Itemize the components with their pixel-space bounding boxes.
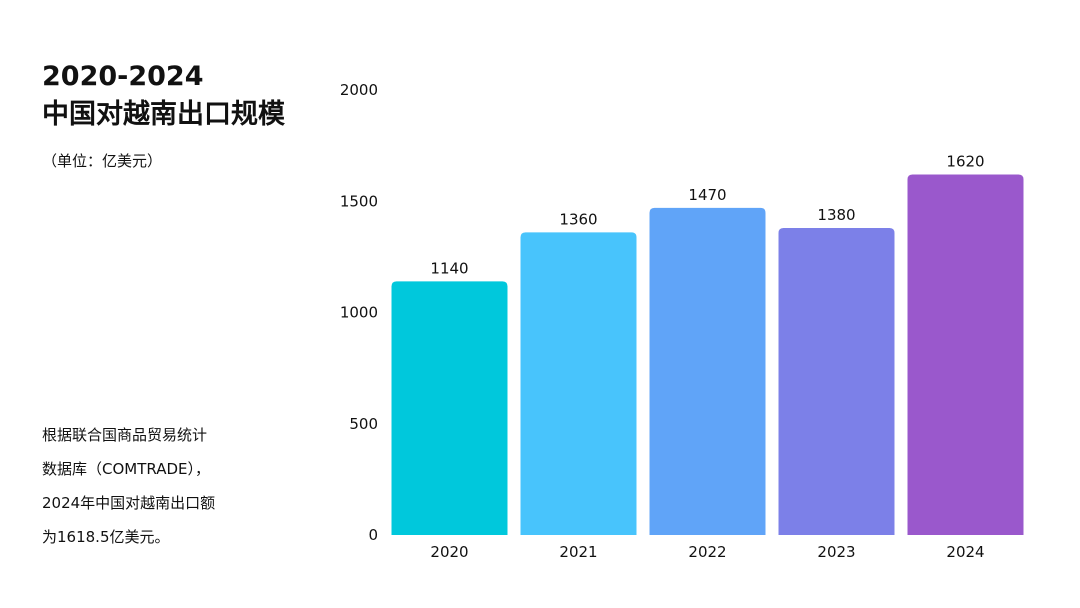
y-tick-label: 1000	[340, 304, 378, 322]
y-tick-label: 2000	[340, 81, 378, 99]
note-line-3: 2024年中国对越南出口额	[42, 494, 216, 512]
bar-2023	[778, 227, 895, 535]
x-tick-label: 2024	[946, 543, 984, 561]
unit-label: （单位：亿美元）	[42, 152, 163, 170]
y-tick-label: 0	[368, 526, 378, 544]
bar-2021	[520, 232, 637, 535]
data-label: 1620	[946, 153, 984, 171]
note-line-4: 为1618.5亿美元。	[42, 528, 170, 546]
note-line-2: 数据库（COMTRADE），	[42, 460, 210, 478]
title-line-subject: 中国对越南出口规模	[42, 99, 285, 130]
x-tick-label: 2023	[817, 543, 855, 561]
data-label: 1360	[559, 210, 597, 228]
bar-2022	[649, 207, 766, 536]
chart-title: 2020-2024 中国对越南出口规模	[42, 58, 285, 134]
x-tick-label: 2021	[559, 543, 597, 561]
bar-2024	[907, 174, 1024, 536]
y-tick-label: 1500	[340, 192, 378, 210]
x-tick-label: 2020	[430, 543, 468, 561]
data-label: 1140	[430, 259, 468, 277]
x-tick-label: 2022	[688, 543, 726, 561]
note-line-1: 根据联合国商品贸易统计	[42, 426, 208, 444]
title-line-years: 2020-2024	[42, 61, 204, 92]
data-label: 1380	[817, 206, 855, 224]
y-tick-label: 500	[349, 415, 378, 433]
data-label: 1470	[688, 186, 726, 204]
bar-2020	[391, 281, 508, 535]
source-note: 根据联合国商品贸易统计 数据库（COMTRADE）， 2024年中国对越南出口额…	[42, 418, 282, 554]
